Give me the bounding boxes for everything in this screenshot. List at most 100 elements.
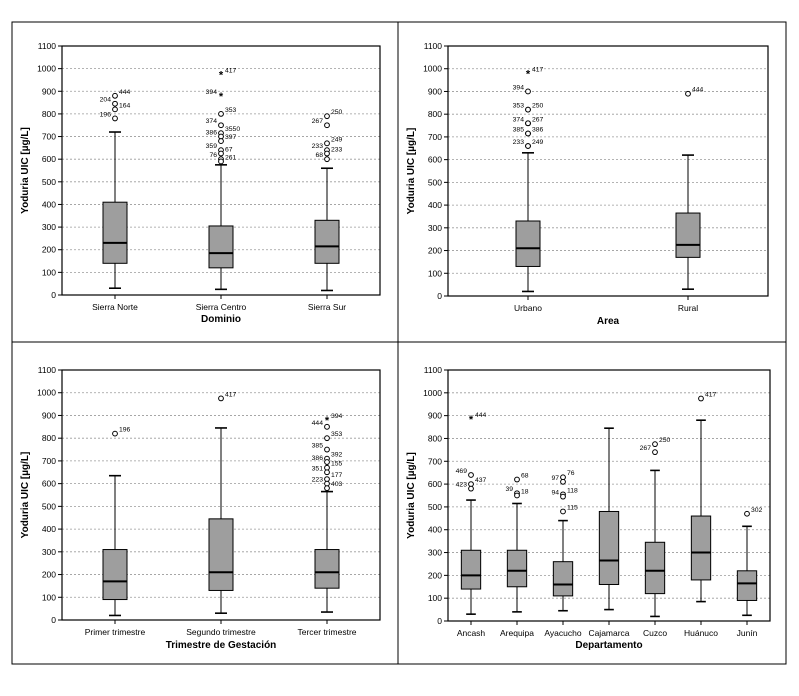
outlier-label: 444 [475, 412, 487, 419]
boxplot-chart-3: 0 100 200 300 400 500 600 700 800 900 1000 1100 Yodu… [20, 365, 381, 651]
x-tick-label: Sierra Norte [92, 302, 138, 312]
y-tick-label: 100 [42, 592, 56, 602]
x-tick-label: Sierra Centro [196, 302, 247, 312]
x-axis-label: Departamento [575, 640, 642, 651]
plot-border [447, 45, 769, 297]
outlier-label: 249 [331, 136, 343, 143]
outlier-label: 267 [532, 116, 544, 123]
outlier-label: 94 [551, 490, 559, 497]
extreme-outlier-marker: * [325, 415, 330, 427]
y-tick-label: 100 [428, 268, 442, 278]
x-tick-label: Sierra Sur [308, 302, 346, 312]
y-tick-label: 900 [428, 86, 442, 96]
y-tick-label: 300 [42, 547, 56, 557]
y-tick-label: 300 [428, 548, 442, 558]
iqr-box [690, 515, 712, 581]
y-tick-label: 300 [428, 223, 442, 233]
x-tick-label: Ayacucho [544, 628, 581, 638]
y-tick-label: 1000 [37, 64, 56, 74]
outlier-marker [324, 140, 330, 147]
y-axis-label: Yoduria UIC [µg/L] [406, 128, 417, 215]
outlier-label: 403 [331, 481, 343, 488]
y-tick-label: 200 [42, 245, 56, 255]
x-tick-label: Rural [678, 303, 698, 313]
outlier-marker [324, 459, 330, 465]
outlier-label: 76 [567, 470, 575, 477]
outlier-label: 250 [331, 109, 343, 116]
iqr-box [506, 549, 528, 588]
outlier-marker [218, 138, 224, 144]
y-axis-label: Yoduria UIC [µg/L] [20, 452, 31, 539]
x-tick-label: Huánuco [684, 628, 718, 638]
outlier-label: 417 [532, 66, 544, 73]
outlier-marker [525, 143, 531, 149]
boxplot-chart-4: 0 100 200 300 400 500 600 700 800 900 1000 1100 Yodu… [406, 365, 771, 651]
y-tick-label: 700 [428, 132, 442, 142]
outlier-marker [324, 113, 330, 120]
box-sierra-centro: Sierra Centro* 417*3943533743550386397359… [196, 67, 247, 312]
box-arequipa: Arequipa 68 39 18 [500, 473, 534, 638]
outlier-marker [652, 441, 658, 448]
box-rural: Rural 444 [675, 87, 704, 313]
box-hu-nuco: Huánuco 417 [684, 392, 718, 638]
outlier-marker [324, 469, 330, 476]
box-sierra-sur: Sierra Sur 250 267 249 233 233 68 [308, 109, 346, 312]
outlier-label: 250 [532, 103, 544, 110]
iqr-box [675, 212, 701, 258]
outlier-marker [324, 435, 330, 442]
box-segundo-trimestre: Segundo trimestre 417 [186, 391, 256, 637]
extreme-outlier-marker: * [219, 69, 224, 81]
y-tick-label: 500 [428, 177, 442, 187]
outlier-marker [560, 508, 566, 515]
outlier-marker [744, 510, 750, 517]
iqr-box [102, 549, 128, 601]
outlier-label: 444 [119, 89, 131, 96]
y-tick-label: 400 [428, 200, 442, 210]
outlier-label: 444 [692, 87, 704, 94]
x-axis-label: Dominio [201, 314, 241, 325]
iqr-box [598, 510, 620, 585]
y-tick-label: 0 [437, 616, 442, 626]
x-tick-label: Junín [737, 628, 758, 638]
box-tercer-trimestre: Tercer trimestre * 394 444 353 385 392 386 155 35… [297, 413, 356, 637]
outlier-marker [525, 120, 531, 127]
outlier-marker [112, 100, 118, 107]
iqr-box [208, 518, 234, 591]
iqr-box [552, 561, 574, 597]
outlier-label: 97 [551, 475, 559, 482]
box-urbano: Urbano * 417 394 250 353 267 374 386 385 249 233 [513, 66, 544, 313]
y-tick-label: 0 [51, 615, 56, 625]
y-tick-label: 600 [428, 479, 442, 489]
outlier-marker [468, 472, 474, 478]
x-tick-label: Urbano [514, 303, 542, 313]
outlier-marker [218, 158, 224, 165]
y-tick-label: 1100 [38, 41, 57, 51]
outlier-label: 444 [312, 420, 324, 427]
outlier-marker [324, 423, 330, 430]
y-axis-label: Yoduria UIC [µg/L] [406, 452, 417, 539]
y-tick-label: 1100 [38, 365, 57, 375]
outlier-label: 437 [475, 477, 487, 484]
y-tick-label: 900 [42, 410, 56, 420]
box-cajamarca: Cajamarca [588, 427, 630, 638]
outlier-label: 351 [312, 465, 324, 472]
outlier-label: 39 [505, 486, 513, 493]
x-tick-label: Arequipa [500, 628, 534, 638]
y-tick-label: 1000 [37, 388, 56, 398]
outlier-marker [218, 150, 224, 157]
outlier-label: 177 [331, 472, 343, 479]
x-tick-label: Segundo trimestre [186, 627, 256, 637]
outlier-label: 118 [567, 487, 578, 494]
outlier-marker [324, 446, 330, 453]
outlier-label: 417 [225, 391, 237, 398]
outlier-marker [468, 485, 474, 492]
boxplot-chart-2: 0 100 200 300 400 500 600 700 800 900 1000 1100 Yodu… [406, 41, 769, 327]
box-ayacucho: Ayacucho 76 97 118 94 115 [544, 470, 581, 638]
y-tick-label: 600 [428, 155, 442, 165]
iqr-box [314, 219, 340, 264]
boxplot-chart-1: 0 100 200 300 400 500 600 700 800 900 1000 1100 Yodu… [20, 41, 381, 325]
y-tick-label: 100 [42, 267, 56, 277]
iqr-box [102, 201, 128, 264]
outlier-marker [685, 90, 691, 97]
